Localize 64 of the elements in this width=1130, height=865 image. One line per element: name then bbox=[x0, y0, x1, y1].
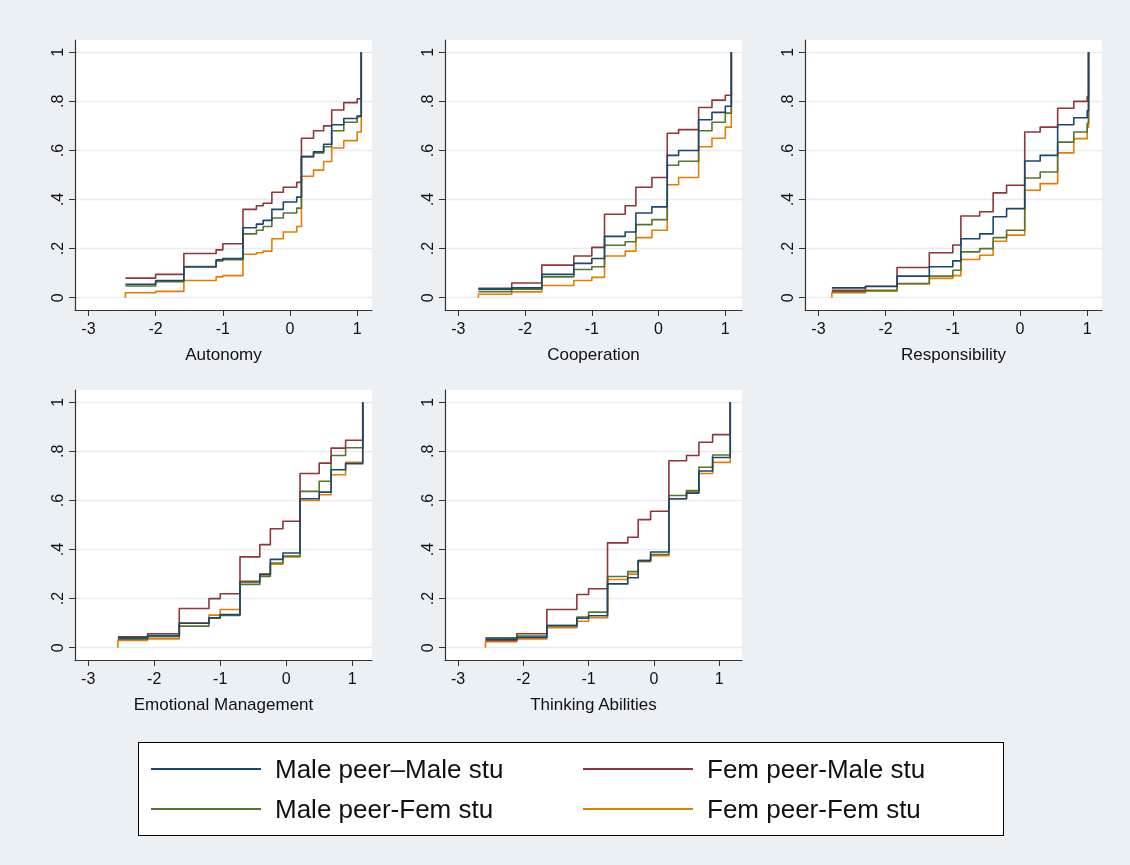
x-tick-label: 0 bbox=[649, 669, 659, 687]
y-tick-label: .6 bbox=[778, 143, 796, 158]
x-tick-label: 0 bbox=[285, 319, 295, 337]
y-tick-label: .6 bbox=[418, 493, 436, 508]
x-tick-label: -3 bbox=[451, 319, 466, 337]
x-tick-label: 0 bbox=[281, 669, 291, 687]
y-tick-label: 1 bbox=[778, 47, 796, 57]
y-tick-label: .6 bbox=[48, 143, 66, 158]
x-tick-label: 1 bbox=[720, 319, 730, 337]
y-tick-label: .4 bbox=[48, 192, 66, 207]
x-tick-label: 1 bbox=[347, 669, 357, 687]
y-tick-label: 1 bbox=[418, 397, 436, 407]
y-tick-label: 1 bbox=[418, 47, 436, 57]
x-tick-label: -3 bbox=[81, 319, 96, 337]
x-tick-label: -2 bbox=[517, 319, 533, 337]
x-tick-label: 1 bbox=[352, 319, 362, 337]
y-tick-label: .6 bbox=[418, 143, 436, 158]
x-tick-label: 1 bbox=[714, 669, 724, 687]
legend-label: Fem peer-Male stu bbox=[707, 753, 926, 785]
y-tick-label: 0 bbox=[48, 293, 66, 303]
y-tick-label: .8 bbox=[418, 444, 436, 459]
x-tick-label: -1 bbox=[215, 319, 231, 337]
y-tick-label: .4 bbox=[778, 192, 796, 207]
legend-label: Male peer–Male stu bbox=[275, 753, 504, 785]
y-tick-label: 1 bbox=[48, 397, 66, 407]
x-tick-label: 0 bbox=[654, 319, 664, 337]
y-tick-label: .4 bbox=[48, 542, 66, 557]
y-tick-label: .4 bbox=[418, 192, 436, 207]
x-tick-label: -3 bbox=[811, 319, 826, 337]
x-axis-title: Thinking Abilities bbox=[530, 695, 657, 714]
x-tick-label: -3 bbox=[81, 669, 96, 687]
x-tick-label: -2 bbox=[148, 319, 163, 337]
y-tick-label: .2 bbox=[418, 591, 436, 606]
x-tick-label: -1 bbox=[213, 669, 228, 687]
y-tick-label: 1 bbox=[48, 47, 66, 57]
y-tick-label: .2 bbox=[778, 241, 796, 256]
x-tick-label: -1 bbox=[945, 319, 961, 337]
y-tick-label: .2 bbox=[418, 241, 436, 256]
x-tick-label: -2 bbox=[878, 319, 893, 337]
x-tick-label: 0 bbox=[1015, 319, 1025, 337]
x-axis-title: Emotional Management bbox=[133, 695, 314, 714]
y-tick-label: 0 bbox=[418, 293, 436, 303]
y-tick-label: .8 bbox=[48, 444, 66, 459]
y-tick-label: .2 bbox=[48, 241, 66, 256]
y-tick-label: 0 bbox=[418, 643, 436, 653]
y-tick-label: .8 bbox=[778, 94, 796, 109]
x-axis-title: Cooperation bbox=[547, 345, 640, 364]
x-tick-label: -2 bbox=[516, 669, 531, 687]
y-tick-label: .8 bbox=[48, 94, 66, 109]
legend-label: Male peer-Fem stu bbox=[275, 793, 494, 825]
x-axis-title: Responsibility bbox=[901, 345, 1007, 364]
y-tick-label: .4 bbox=[418, 542, 436, 557]
y-tick-label: 0 bbox=[48, 643, 66, 653]
y-tick-label: .2 bbox=[48, 591, 66, 606]
legend-label: Fem peer-Fem stu bbox=[707, 793, 921, 825]
y-tick-label: 0 bbox=[778, 293, 796, 303]
x-tick-label: -3 bbox=[450, 669, 466, 687]
y-tick-label: .6 bbox=[48, 493, 66, 508]
x-tick-label: 1 bbox=[1082, 319, 1092, 337]
x-tick-label: -2 bbox=[147, 669, 162, 687]
x-tick-label: -1 bbox=[584, 319, 600, 337]
x-axis-title: Autonomy bbox=[185, 345, 263, 364]
y-tick-label: .8 bbox=[418, 94, 436, 109]
x-tick-label: -1 bbox=[581, 669, 596, 687]
